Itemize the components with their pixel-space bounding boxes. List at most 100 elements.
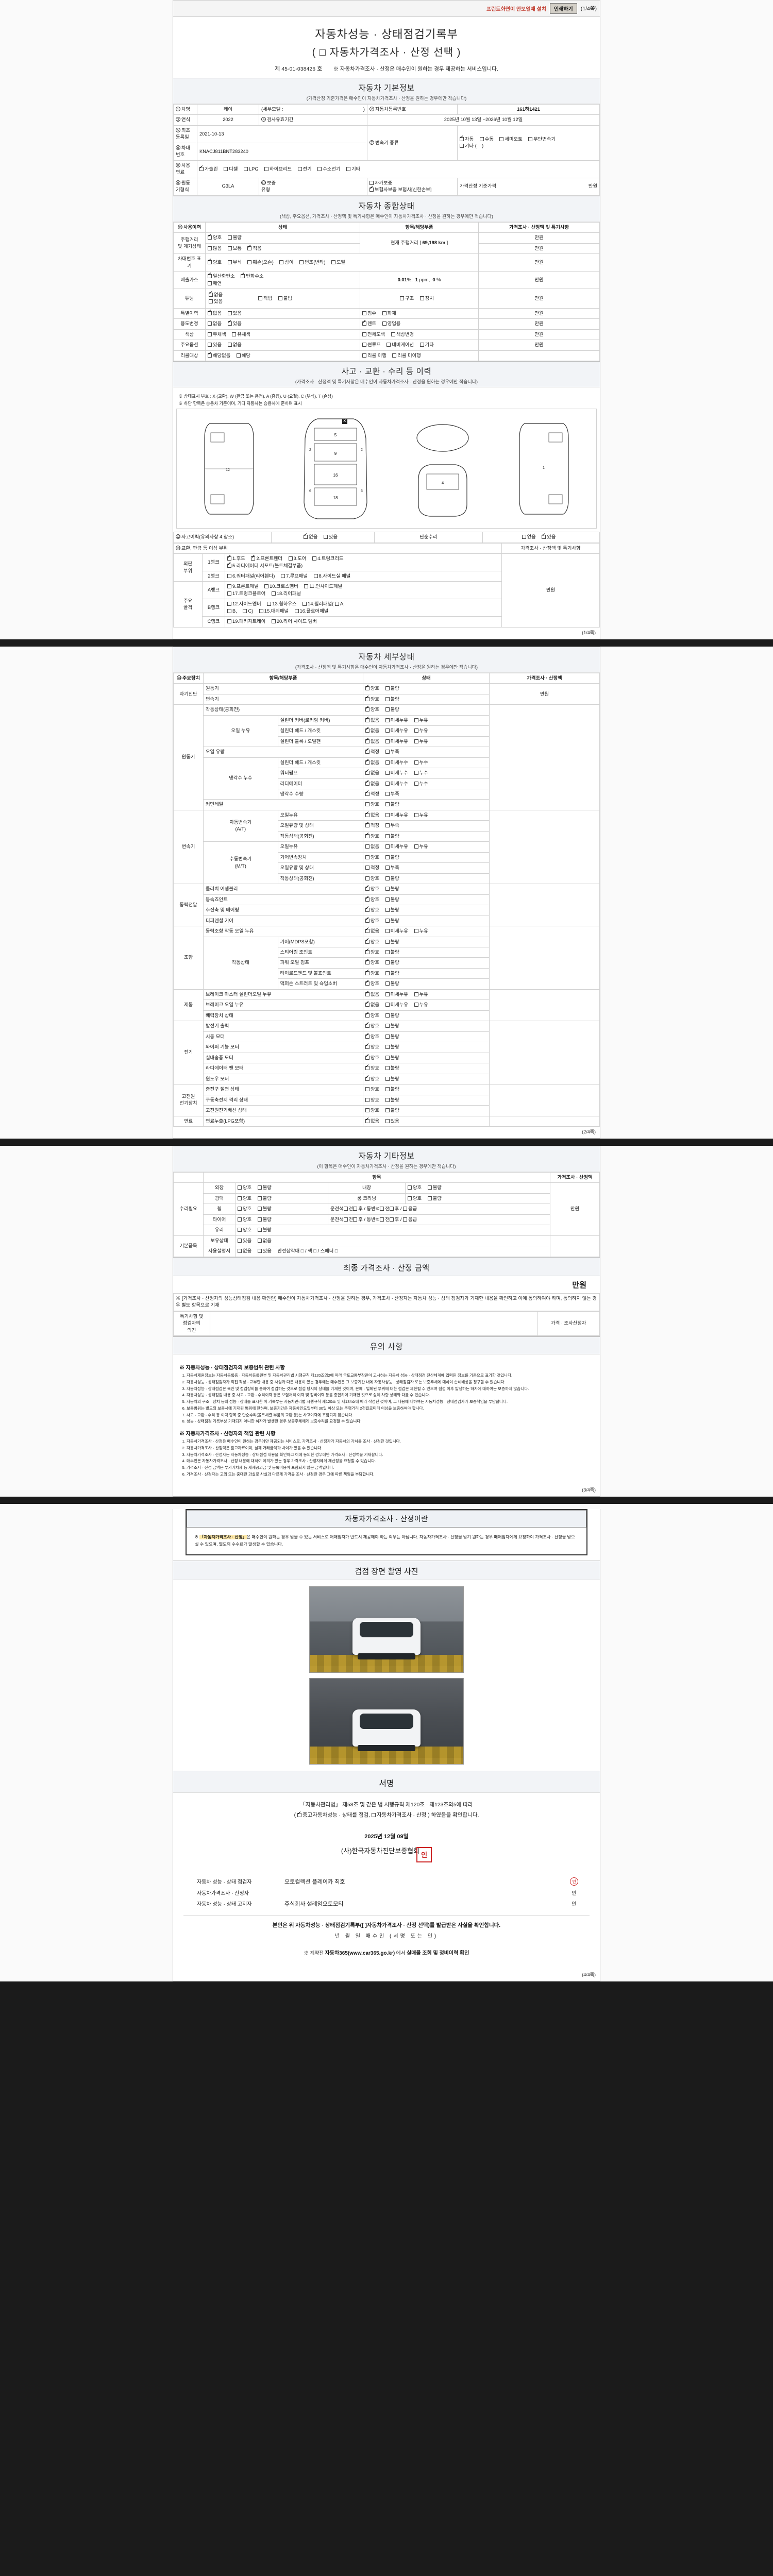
macpherson-bad[interactable]: 불량 xyxy=(385,980,399,987)
part-pillar-panel[interactable]: 14.필러패널( A, xyxy=(303,601,345,607)
part-dash-panel[interactable]: 15.대쉬패널 xyxy=(259,608,289,615)
checkbox-icon[interactable] xyxy=(257,1217,262,1222)
recall-not-done[interactable]: 리콜 미이행 xyxy=(392,352,421,359)
checkbox-icon[interactable] xyxy=(362,343,366,347)
checkbox-icon[interactable] xyxy=(362,353,366,358)
checkbox-icon[interactable] xyxy=(365,1054,369,1060)
master-cyl-none[interactable]: 없음 xyxy=(365,990,379,998)
checkbox-icon[interactable] xyxy=(365,969,369,975)
tuning-legal[interactable]: 적법 xyxy=(258,295,272,302)
checkbox-icon[interactable] xyxy=(343,1217,348,1222)
engine-diag-bad[interactable]: 불량 xyxy=(385,685,399,692)
checkbox-icon[interactable] xyxy=(297,1811,301,1817)
fuel-opt-diesel[interactable]: 디젤 xyxy=(224,166,238,173)
checkbox-icon[interactable] xyxy=(331,260,336,264)
tuning-illegal[interactable]: 불법 xyxy=(278,295,292,302)
checkbox-icon[interactable] xyxy=(385,981,390,986)
checkbox-icon[interactable] xyxy=(385,1118,390,1123)
checkbox-icon[interactable] xyxy=(385,739,390,743)
trans-opt-manual[interactable]: 수동 xyxy=(479,136,494,143)
checkbox-icon[interactable] xyxy=(257,1196,262,1200)
checkbox-icon[interactable] xyxy=(365,1011,369,1018)
master-cyl-leak[interactable]: 누유 xyxy=(414,991,428,998)
water-pump-minor[interactable]: 미세누수 xyxy=(385,770,408,776)
checkbox-icon[interactable] xyxy=(238,1249,242,1253)
checkbox-icon[interactable] xyxy=(227,235,232,240)
macpherson-good[interactable]: 양호 xyxy=(365,979,379,987)
checkbox-icon[interactable] xyxy=(365,990,369,996)
gear-mdps-good[interactable]: 양호 xyxy=(365,938,379,945)
accident-none[interactable]: 없음 xyxy=(304,533,317,540)
cv-joint-good[interactable]: 양호 xyxy=(365,895,379,903)
cyl-block-minor[interactable]: 미세누유 xyxy=(385,738,408,745)
checkbox-icon[interactable] xyxy=(385,939,390,944)
checkbox-icon[interactable] xyxy=(365,705,369,712)
option-yes[interactable]: 있음 xyxy=(208,342,222,348)
at-leak-leak[interactable]: 누유 xyxy=(414,812,428,819)
checkbox-icon[interactable] xyxy=(414,812,418,817)
propeller-bad[interactable]: 불량 xyxy=(385,907,399,913)
wheel-good[interactable]: 양호 xyxy=(238,1206,251,1212)
checkbox-icon[interactable] xyxy=(346,166,351,171)
checkbox-icon[interactable] xyxy=(365,726,369,733)
ps-leak-leak[interactable]: 누유 xyxy=(414,928,428,935)
vin-altered[interactable]: 변조(변타) xyxy=(299,259,326,266)
tire-good[interactable]: 양호 xyxy=(238,1216,251,1223)
coolant-head-none[interactable]: 없음 xyxy=(365,758,379,766)
holding-none[interactable]: 없음 xyxy=(257,1238,272,1244)
checkbox-icon[interactable] xyxy=(365,790,369,796)
checkbox-icon[interactable] xyxy=(385,718,390,722)
checkbox-icon[interactable] xyxy=(208,258,212,264)
booster-good[interactable]: 양호 xyxy=(365,1011,379,1019)
ps-leak-minor[interactable]: 미세누유 xyxy=(385,928,408,935)
steering-joint-good[interactable]: 양호 xyxy=(365,948,379,956)
checkbox-icon[interactable] xyxy=(385,1013,390,1018)
checkbox-icon[interactable] xyxy=(258,296,263,300)
part-rear-panel[interactable]: 18.리어패널 xyxy=(271,590,301,597)
option-sunroof[interactable]: 썬루프 xyxy=(362,342,381,348)
checkbox-icon[interactable] xyxy=(365,844,369,849)
checkbox-icon[interactable] xyxy=(299,260,304,264)
checkbox-icon[interactable] xyxy=(385,844,390,849)
checkbox-icon[interactable] xyxy=(257,1185,262,1190)
checkbox-icon[interactable] xyxy=(227,260,232,264)
tie-rod-good[interactable]: 양호 xyxy=(365,969,379,977)
checkbox-icon[interactable] xyxy=(243,166,248,171)
cyl-block-none[interactable]: 없음 xyxy=(365,737,379,745)
checkbox-icon[interactable] xyxy=(271,591,276,596)
checkbox-icon[interactable] xyxy=(414,1003,418,1007)
checkbox-icon[interactable] xyxy=(460,144,464,148)
emission-co[interactable]: 일산화탄소 xyxy=(208,272,235,280)
drive-battery-bad[interactable]: 불량 xyxy=(385,1097,399,1104)
water-pump-leak[interactable]: 누수 xyxy=(414,770,428,776)
recall-na[interactable]: 해당없음 xyxy=(208,351,230,359)
option-navigation[interactable]: 네비게이션 xyxy=(386,342,414,348)
checkbox-icon[interactable] xyxy=(385,1066,390,1071)
part-package-tray[interactable]: 19.패키지트레이 xyxy=(227,618,265,625)
checkbox-icon[interactable] xyxy=(365,885,369,891)
checkbox-icon[interactable] xyxy=(241,272,245,279)
checkbox-icon[interactable] xyxy=(419,343,424,347)
checkbox-icon[interactable] xyxy=(227,608,231,613)
fuel-opt-lpg[interactable]: LPG xyxy=(243,166,259,173)
cyl-head-leak[interactable]: 누유 xyxy=(414,727,428,734)
checkbox-icon[interactable] xyxy=(208,272,212,279)
usechange-rent[interactable]: 렌트 xyxy=(362,319,376,327)
mileage-bad[interactable]: 불량 xyxy=(227,234,242,241)
wheel-bad[interactable]: 불량 xyxy=(257,1206,272,1212)
checkbox-icon[interactable] xyxy=(365,938,369,944)
engine-diag-good[interactable]: 양호 xyxy=(365,684,379,692)
checkbox-icon[interactable] xyxy=(414,739,418,743)
checkbox-icon[interactable] xyxy=(414,760,418,765)
checkbox-icon[interactable] xyxy=(385,834,390,838)
at-leak-minor[interactable]: 미세누유 xyxy=(385,812,408,819)
exterior-good[interactable]: 양호 xyxy=(238,1184,251,1191)
checkbox-icon[interactable] xyxy=(385,971,390,975)
special-flood[interactable]: 침수 xyxy=(362,310,376,317)
checkbox-icon[interactable] xyxy=(365,927,369,934)
checkbox-icon[interactable] xyxy=(385,697,390,701)
checkbox-icon[interactable] xyxy=(238,1185,242,1190)
checkbox-icon[interactable] xyxy=(385,876,390,880)
starter-bad[interactable]: 불량 xyxy=(385,1033,399,1040)
tuning-yes[interactable]: 있음 xyxy=(209,298,223,305)
